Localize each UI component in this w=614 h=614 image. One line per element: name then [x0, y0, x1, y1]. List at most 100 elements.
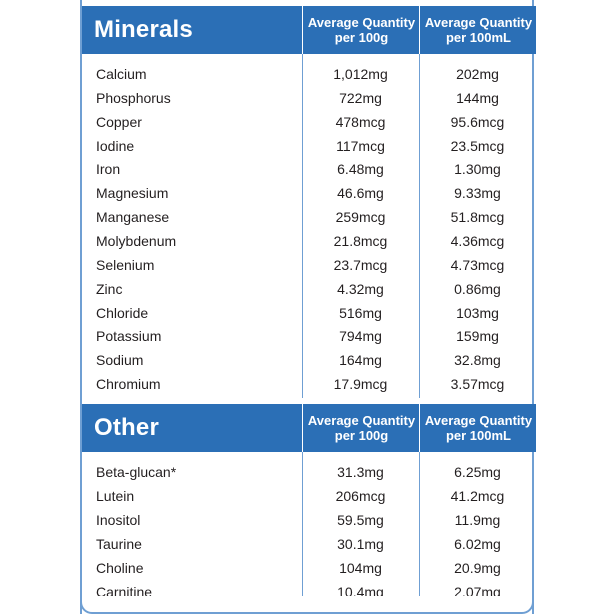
- other-col1-line1: Average Quantity: [307, 413, 416, 428]
- table-row: Chromium 17.9mcg 3.57mcg: [82, 372, 536, 396]
- panel-bottom-edge: [80, 596, 534, 614]
- value-per-100g: 46.6mg: [337, 185, 384, 202]
- other-col2-line1: Average Quantity: [424, 413, 533, 428]
- nutrition-panel: Minerals Average Quantity per 100g Avera…: [80, 0, 536, 614]
- table-row: Molybdenum 21.8mcg 4.36mcg: [82, 229, 536, 253]
- table-row: Copper 478mcg 95.6mcg: [82, 110, 536, 134]
- table-row: Taurine 30.1mg 6.02mg: [82, 532, 536, 556]
- minerals-col2-line2: per 100mL: [445, 30, 512, 45]
- minerals-col-per-100g-header: Average Quantity per 100g: [302, 6, 420, 54]
- nutrient-name: Iron: [96, 161, 121, 178]
- value-per-100g: 478mcg: [335, 113, 386, 130]
- table-row: Choline 104mg 20.9mg: [82, 556, 536, 580]
- value-per-100g: 516mg: [339, 304, 382, 321]
- table-row: Lutein 206mcg 41.2mcg: [82, 484, 536, 508]
- table-row: Inositol 59.5mg 11.9mg: [82, 508, 536, 532]
- value-per-100ml: 6.25mg: [454, 464, 501, 480]
- value-per-100g: 722mg: [339, 89, 382, 106]
- nutrient-name: Beta-glucan*: [96, 464, 177, 480]
- nutrient-name: Phosphorus: [96, 89, 171, 106]
- other-divider-1: [302, 452, 303, 598]
- value-per-100ml: 95.6mcg: [450, 113, 505, 130]
- table-row: Magnesium 46.6mg 9.33mg: [82, 181, 536, 205]
- table-row: Calcium 1,012mg 202mg: [82, 62, 536, 86]
- nutrient-name: Selenium: [96, 256, 155, 273]
- value-per-100g: 206mcg: [335, 487, 386, 504]
- table-row: Carnitine 10.4mg 2.07mg: [82, 580, 536, 604]
- value-per-100g: 1,012mg: [333, 66, 388, 82]
- other-column-dividers: [82, 452, 536, 598]
- value-per-100ml: 41.2mcg: [450, 487, 505, 504]
- value-per-100ml: 0.86mg: [454, 280, 501, 297]
- value-per-100g: 117mcg: [336, 137, 385, 154]
- value-per-100ml: 103mg: [456, 304, 499, 321]
- minerals-header: Minerals Average Quantity per 100g Avera…: [82, 6, 536, 54]
- value-per-100ml: 20.9mg: [454, 559, 501, 576]
- other-header: Other Average Quantity per 100g Average …: [82, 404, 536, 452]
- value-per-100g: 6.48mg: [337, 161, 384, 178]
- nutrient-name: Chloride: [96, 304, 149, 321]
- table-row: Chloride 516mg 103mg: [82, 301, 536, 325]
- value-per-100g: 4.32mg: [337, 280, 384, 297]
- table-row: Selenium 23.7mcg 4.73mcg: [82, 253, 536, 277]
- table-row: Phosphorus 722mg 144mg: [82, 86, 536, 110]
- minerals-col1-line2: per 100g: [334, 30, 389, 45]
- value-per-100ml: 6.02mg: [454, 535, 501, 552]
- minerals-col-per-100ml-header: Average Quantity per 100mL: [419, 6, 537, 54]
- nutrient-name: Carnitine: [96, 583, 153, 600]
- table-row: Sodium 164mg 32.8mg: [82, 348, 536, 372]
- value-per-100g: 21.8mcg: [333, 232, 388, 249]
- value-per-100ml: 159mg: [456, 328, 499, 345]
- nutrient-name: Iodine: [96, 137, 135, 154]
- table-row: Potassium 794mg 159mg: [82, 324, 536, 348]
- value-per-100ml: 4.73mcg: [450, 256, 505, 273]
- nutrient-name: Copper: [96, 113, 142, 130]
- value-per-100g: 31.3mg: [337, 464, 384, 480]
- other-col-per-100g-header: Average Quantity per 100g: [302, 404, 420, 452]
- minerals-col2-line1: Average Quantity: [424, 15, 533, 30]
- table-row: Zinc 4.32mg 0.86mg: [82, 277, 536, 301]
- value-per-100ml: 3.57mcg: [450, 376, 505, 393]
- minerals-divider-1: [302, 54, 303, 398]
- minerals-column-dividers: [82, 54, 536, 398]
- value-per-100ml: 23.5mcg: [450, 137, 505, 154]
- value-per-100ml: 202mg: [456, 66, 499, 82]
- value-per-100ml: 2.07mg: [454, 583, 501, 600]
- nutrient-name: Taurine: [96, 535, 142, 552]
- other-divider-2: [419, 452, 420, 598]
- other-col-per-100ml-header: Average Quantity per 100mL: [419, 404, 537, 452]
- value-per-100ml: 32.8mg: [454, 352, 501, 369]
- nutrient-name: Magnesium: [96, 185, 169, 202]
- value-per-100g: 10.4mg: [337, 583, 384, 600]
- nutrient-name: Chromium: [96, 376, 161, 393]
- other-col2-line2: per 100mL: [445, 428, 512, 443]
- nutrient-name: Sodium: [96, 352, 144, 369]
- value-per-100g: 30.1mg: [337, 535, 384, 552]
- nutrient-name: Zinc: [96, 280, 123, 297]
- value-per-100ml: 1.30mg: [454, 161, 501, 178]
- table-row: Iodine 117mcg 23.5mcg: [82, 134, 536, 158]
- value-per-100g: 23.7mcg: [333, 256, 388, 273]
- table-row: Iron 6.48mg 1.30mg: [82, 157, 536, 181]
- value-per-100ml: 11.9mg: [454, 511, 501, 528]
- nutrient-name: Molybdenum: [96, 232, 177, 249]
- value-per-100g: 59.5mg: [337, 511, 384, 528]
- nutrient-name: Inositol: [96, 511, 141, 528]
- value-per-100g: 794mg: [339, 328, 382, 345]
- minerals-col1-line1: Average Quantity: [307, 15, 416, 30]
- minerals-title: Minerals: [94, 16, 193, 43]
- nutrient-name: Potassium: [96, 328, 162, 345]
- nutrient-name: Manganese: [96, 209, 170, 226]
- nutrient-name: Calcium: [96, 66, 147, 82]
- minerals-divider-2: [419, 54, 420, 398]
- value-per-100ml: 9.33mg: [454, 185, 501, 202]
- value-per-100ml: 144mg: [456, 89, 499, 106]
- nutrient-name: Choline: [96, 559, 144, 576]
- value-per-100g: 104mg: [339, 559, 382, 576]
- value-per-100g: 17.9mcg: [333, 376, 388, 393]
- other-title: Other: [94, 414, 160, 441]
- nutrient-name: Lutein: [96, 487, 135, 504]
- value-per-100g: 164mg: [339, 352, 382, 369]
- value-per-100ml: 51.8mcg: [450, 209, 505, 226]
- table-row: Manganese 259mcg 51.8mcg: [82, 205, 536, 229]
